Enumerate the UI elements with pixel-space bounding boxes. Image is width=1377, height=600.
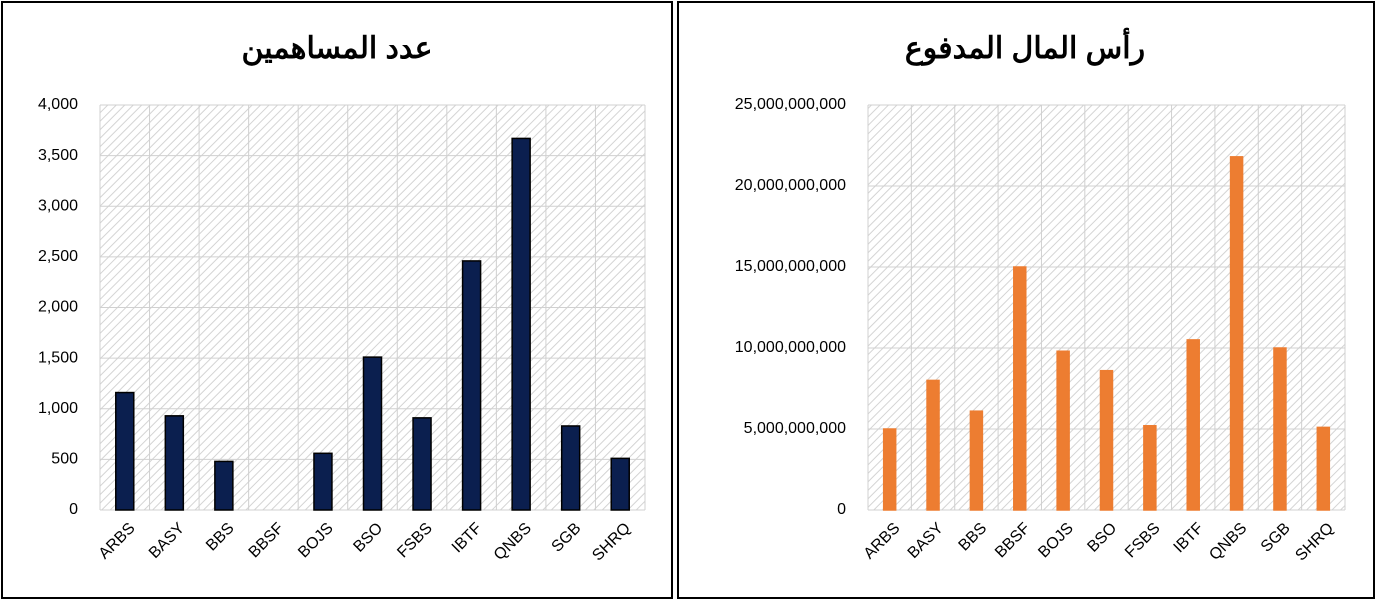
y-tick-label: 3,000: [38, 197, 78, 214]
bar: [1143, 425, 1157, 511]
x-tick-label: SHRQ: [1292, 520, 1337, 565]
x-tick-label: FSBS: [1122, 520, 1164, 562]
bar: [926, 379, 940, 511]
bar: [560, 425, 581, 511]
y-tick-label: 1,000: [38, 400, 78, 417]
x-tick-label: ARBS: [96, 520, 139, 563]
x-tick-label: BBS: [956, 520, 991, 555]
bar: [1056, 350, 1070, 511]
chart-title: عدد المساهمين: [241, 32, 432, 66]
bar: [313, 452, 333, 511]
bar: [610, 457, 630, 511]
bar: [1273, 347, 1287, 511]
x-tick-label: BSO: [350, 520, 386, 556]
bar: [412, 417, 432, 511]
x-tick-label: BBSF: [246, 520, 288, 562]
y-tick-label: 0: [69, 501, 78, 518]
y-tick-label: 1,500: [38, 349, 78, 366]
bar: [1316, 426, 1331, 511]
x-tick-label: BBS: [203, 520, 238, 555]
bar: [1013, 266, 1027, 511]
x-tick-label: BASY: [905, 520, 947, 562]
y-tick-label: 3,500: [38, 147, 78, 164]
y-tick-label: 4,000: [38, 96, 78, 113]
y-tick-label: 2,500: [38, 248, 78, 265]
x-tick-label: QNBS: [1206, 520, 1250, 564]
bar: [164, 415, 185, 511]
bar: [1229, 156, 1244, 511]
bar: [362, 356, 383, 511]
y-tick-label: 25,000,000,000: [735, 96, 846, 113]
x-tick-label: BASY: [146, 520, 188, 562]
bar: [1186, 339, 1200, 511]
x-tick-label: IBTF: [449, 520, 486, 557]
x-tick-label: IBTF: [1171, 520, 1208, 557]
x-tick-label: SGB: [1258, 520, 1294, 556]
y-tick-label: 10,000,000,000: [735, 339, 846, 356]
x-tick-label: SHRQ: [589, 520, 634, 565]
x-tick-label: BSO: [1084, 520, 1120, 556]
bar: [882, 428, 897, 511]
bar: [461, 260, 482, 511]
x-tick-label: ARBS: [861, 520, 904, 563]
x-tick-label: BOJS: [295, 520, 337, 562]
y-tick-label: 0: [837, 501, 846, 518]
x-tick-label: SGB: [549, 520, 585, 556]
bar: [969, 410, 984, 511]
chart-title: رأس المال المدفوع: [905, 27, 1145, 66]
bar: [214, 460, 234, 511]
x-tick-label: BOJS: [1035, 520, 1077, 562]
bar: [1099, 369, 1114, 511]
y-tick-label: 5,000,000,000: [744, 420, 846, 437]
bar: [511, 137, 531, 511]
y-tick-label: 20,000,000,000: [735, 177, 846, 194]
y-tick-label: 500: [51, 451, 78, 468]
x-tick-label: QNBS: [491, 520, 535, 564]
bar: [115, 391, 135, 511]
y-tick-label: 2,000: [38, 299, 78, 316]
y-tick-label: 15,000,000,000: [735, 258, 846, 275]
x-tick-label: BBSF: [992, 520, 1034, 562]
x-tick-label: FSBS: [394, 520, 436, 562]
panel-border: [1, 1, 673, 599]
panel-border: [677, 1, 1375, 599]
